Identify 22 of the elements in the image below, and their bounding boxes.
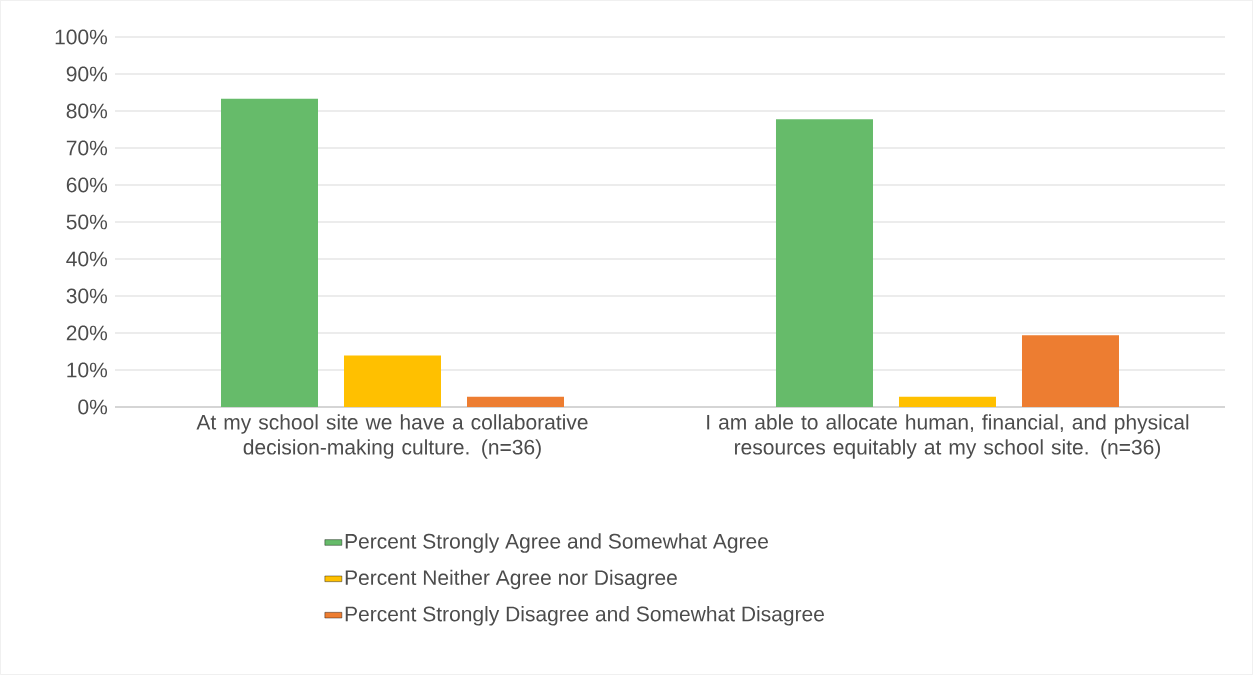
legend-label: Percent Strongly Disagree and Somewhat Disagree [345,605,824,626]
bar [467,396,564,407]
y-tick-label: 60% [66,177,108,193]
y-tick-label: 80% [66,103,108,119]
x-tick-label: I am able to allocate human, financial, and physical resources equitably at my school site. (n=36) [707,414,1189,459]
bar [1021,335,1119,407]
y-tick-label: 20% [66,325,108,341]
bar [221,98,318,407]
y-tick-label: 90% [66,66,108,82]
x-tick-label: At my school site we have a collaborative decision-making culture. (n=36) [196,414,588,459]
bar [775,119,873,407]
y-tick-label: 100% [55,29,108,45]
y-tick-label: 40% [66,251,108,267]
y-tick-label: 50% [66,214,108,230]
y-tick-label: 10% [67,362,108,378]
y-tick-label: 0% [78,399,108,415]
bar [898,396,996,407]
y-tick-label: 30% [66,288,108,304]
legend-label: Percent Neither Agree nor Disagree [345,569,677,590]
bar [344,355,441,407]
legend-label: Percent Strongly Agree and Somewhat Agree [345,533,768,553]
y-tick-label: 70% [66,140,108,156]
